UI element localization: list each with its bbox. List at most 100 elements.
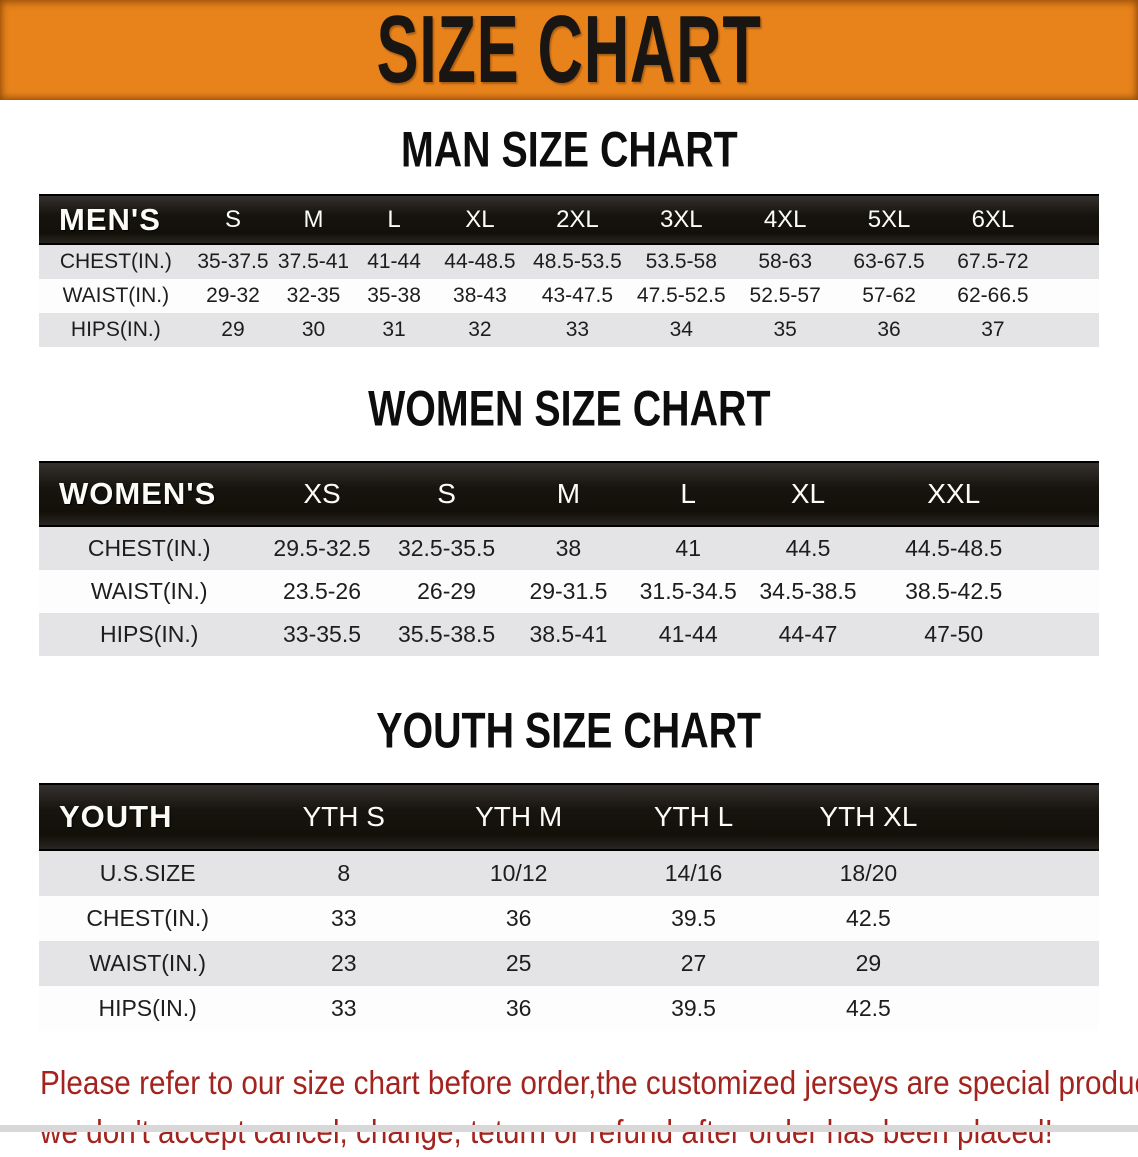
measurement-value: 35-38 [367,284,421,307]
measurement-value: 52.5-57 [749,284,821,307]
measurement-row: HIPS(IN.) 33 36 39.5 42.5 [39,986,1099,1031]
measurement-value: 39.5 [671,905,716,931]
measurement-value: 36 [877,318,901,341]
spacer-cell [956,986,1099,1031]
size-column-header: YTH XL [780,783,956,851]
spacer-cell [1045,279,1099,313]
measurement-value: 26-29 [417,578,476,604]
measurement-value: 25 [505,950,532,976]
measurement-value: 47.5-52.5 [636,284,726,307]
size-column-header: M [273,194,354,245]
measurement-value: 23.5-26 [283,578,362,604]
measurement-label: WAIST(IN.) [62,284,170,307]
size-column-header: 4XL [733,194,838,245]
men-size-table: MEN'S S M L XL 2XL 3XL 4XL 5XL 6XL CHEST(IN.) 35-37… [39,194,1099,347]
women-size-table: WOMEN'S XS S M L XL XXL CHEST(IN.) 29.5-32.5 32.5… [39,461,1099,656]
size-column-header: 2XL [525,194,630,245]
spacer-cell [1045,313,1099,347]
measurement-label: HIPS(IN.) [70,318,161,341]
measurement-value: 42.5 [846,995,891,1021]
spacer-cell [1045,244,1099,279]
measurement-value: 33 [330,995,357,1021]
disclaimer-line-1: Please refer to our size chart before or… [40,1063,1138,1102]
measurement-value: 34 [669,318,693,341]
measurement-value: 29-32 [206,284,260,307]
size-column-header: XL [748,461,868,527]
measurement-value: 30 [301,318,326,341]
table-title-cell: YOUTH [39,783,257,851]
measurement-value: 48.5-53.5 [533,250,622,273]
disclaimer: Please refer to our size chart before or… [40,1058,1138,1156]
size-column-header: XL [434,194,526,245]
measurement-value: 58-63 [758,250,813,273]
measurement-value: 44.5-48.5 [905,535,1003,561]
measurement-value: 57-62 [862,284,916,307]
size-column-header: 3XL [629,194,734,245]
measurement-value: 63-67.5 [853,250,925,273]
measurement-label: HIPS(IN.) [100,621,199,647]
measurement-value: 32.5-35.5 [397,535,496,561]
measurement-value: 33 [330,905,357,931]
women-section-heading-text: WOMEN SIZE CHART [367,381,771,438]
women-size-table-wrap: WOMEN'S XS S M L XL XXL CHEST(IN.) 29.5-32.5 32.5… [0,461,1138,656]
measurement-value: 29.5-32.5 [273,535,371,561]
measurement-value: 44-47 [778,621,838,647]
size-header-row: MEN'S S M L XL 2XL 3XL 4XL 5XL 6XL [39,194,1099,245]
table-title-cell: WOMEN'S [39,461,260,527]
spacer-cell [1044,194,1099,245]
measurement-value: 67.5-72 [957,250,1029,273]
measurement-value: 36 [505,995,532,1021]
measurement-value: 37 [981,318,1005,341]
size-column-header: YTH S [256,783,432,851]
women-section-heading: WOMEN SIZE CHART [0,381,1138,438]
measurement-value: 23 [330,950,357,976]
youth-size-table-wrap: YOUTH YTH S YTH M YTH L YTH XL U.S.SIZE 8 10/12… [0,783,1138,1031]
measurement-value: 8 [337,860,351,886]
measurement-value: 44.5 [785,535,831,561]
size-column-header: L [353,194,435,245]
spacer-cell [955,783,1099,851]
measurement-value: 38-43 [453,284,507,307]
measurement-row: HIPS(IN.) 29 30 31 32 33 34 35 36 37 [39,313,1099,347]
youth-section-heading-text: YOUTH SIZE CHART [376,703,762,760]
measurement-row: WAIST(IN.) 29-32 32-35 35-38 38-43 43-47.5 47.… [39,279,1099,313]
spacer-cell [956,941,1099,986]
image-bottom-edge [0,1125,1138,1132]
size-column-header: 5XL [837,194,941,245]
size-column-header: S [384,461,509,527]
table-title-cell: MEN'S [39,194,193,245]
measurement-value: 38 [555,535,582,561]
measurement-value: 38.5-42.5 [905,578,1003,604]
spacer-cell [1039,461,1099,527]
size-column-header: L [628,461,749,527]
measurement-value: 32-35 [286,284,341,307]
measurement-value: 62-66.5 [957,284,1029,307]
measurement-value: 47-50 [924,621,984,647]
measurement-value: 29-31.5 [529,578,608,604]
measurement-label: WAIST(IN.) [89,950,206,976]
size-header-row: YOUTH YTH S YTH M YTH L YTH XL [39,783,1099,851]
measurement-row: WAIST(IN.) 23 25 27 29 [39,941,1099,986]
measurement-value: 37.5-41 [277,250,350,273]
measurement-value: 35 [773,318,797,341]
measurement-value: 33-35.5 [283,621,362,647]
spacer-cell [1040,570,1099,613]
measurement-value: 53.5-58 [645,250,717,273]
men-section-heading: MAN SIZE CHART [0,126,1138,176]
size-column-header: S [192,194,274,245]
measurement-value: 44-48.5 [444,250,516,273]
measurement-value: 39.5 [671,995,716,1021]
measurement-value: 14/16 [664,860,723,886]
spacer-cell [1040,613,1099,656]
youth-size-table: YOUTH YTH S YTH M YTH L YTH XL U.S.SIZE 8 10/12… [39,783,1099,1031]
measurement-value: 35-37.5 [197,250,269,273]
measurement-row: U.S.SIZE 8 10/12 14/16 18/20 [39,850,1099,896]
measurement-label: CHEST(IN.) [86,905,209,931]
measurement-label: CHEST(IN.) [87,535,211,561]
measurement-value: 41-44 [367,250,421,273]
measurement-row: HIPS(IN.) 33-35.5 35.5-38.5 38.5-41 41-44 44-… [39,613,1099,656]
measurement-label: U.S.SIZE [99,860,196,886]
measurement-row: CHEST(IN.) 29.5-32.5 32.5-35.5 38 41 44.5 44.5… [39,526,1099,570]
size-column-header: XXL [867,461,1040,527]
measurement-value: 31.5-34.5 [639,578,737,604]
